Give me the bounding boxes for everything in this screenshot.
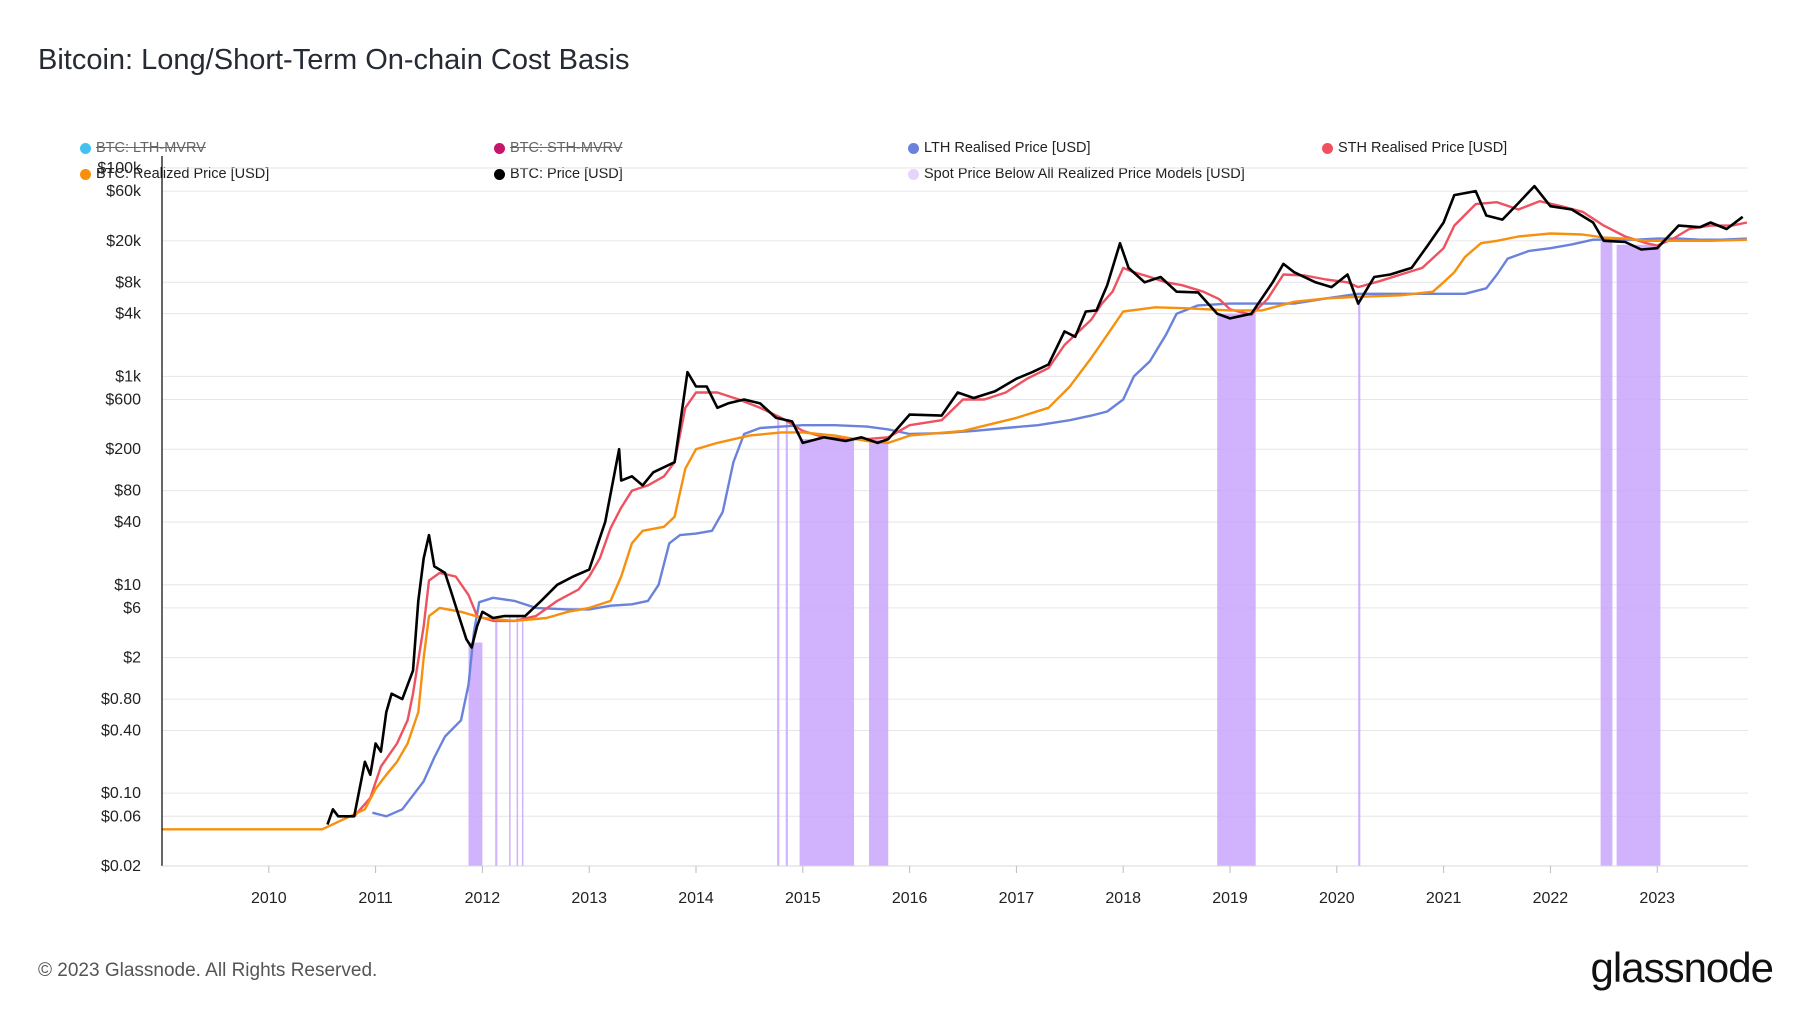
highlight-period (516, 616, 519, 866)
y-tick-label: $0.10 (101, 785, 141, 802)
legend: BTC: LTH-MVRV BTC: STH-MVRV LTH Realised… (0, 0, 1800, 200)
highlight-period (509, 616, 511, 866)
legend-label: BTC: Price [USD] (510, 166, 623, 182)
legend-dot-icon (494, 142, 505, 154)
highlight-period (869, 439, 889, 866)
legend-label: BTC: LTH-MVRV (96, 140, 206, 156)
series-line-btc-price-usd (326, 184, 1744, 825)
highlight-periods (468, 241, 1661, 867)
legend-dot-icon (1322, 142, 1333, 154)
series-line-lth-realised-price-usd (372, 237, 1747, 818)
x-tick-label: 2021 (1426, 890, 1462, 907)
y-tick-label: $20k (106, 233, 142, 250)
y-tick-label: $40 (114, 514, 141, 531)
glassnode-logo: glassnode (1590, 944, 1774, 991)
x-tick-label: 2020 (1319, 890, 1355, 907)
y-axis: $0.02 $0.06 $0.10 $0.40 $0.80 $2 $6 $10 $40 $80 $2… (97, 156, 163, 875)
x-tick-label: 2018 (1105, 890, 1141, 907)
x-tick-label: 2010 (251, 890, 287, 907)
x-tick-label: 2012 (465, 890, 501, 907)
legend-dot-icon (494, 168, 505, 180)
y-tick-label: $80 (114, 483, 141, 500)
legend-item-btc-price[interactable]: BTC: Price [USD] (494, 166, 623, 182)
legend-item-lth-realised-price[interactable]: LTH Realised Price [USD] (908, 140, 1091, 156)
legend-label: Spot Price Below All Realized Price Mode… (924, 166, 1245, 182)
y-tick-label: $1k (115, 368, 142, 385)
x-tick-label: 2019 (1212, 890, 1248, 907)
highlight-period (777, 418, 780, 866)
x-tick-label: 2023 (1639, 890, 1675, 907)
legend-label: LTH Realised Price [USD] (924, 140, 1091, 156)
legend-dot-icon (80, 168, 91, 180)
y-tick-label: $0.06 (101, 808, 141, 825)
legend-item-sth-mvrv[interactable]: BTC: STH-MVRV (494, 140, 623, 156)
x-tick-label: 2022 (1533, 890, 1569, 907)
chart-title: Bitcoin: Long/Short-Term On-chain Cost B… (38, 44, 630, 76)
legend-label: STH Realised Price [USD] (1338, 140, 1508, 156)
y-tick-label: $0.40 (101, 722, 141, 739)
y-tick-label: $10 (114, 577, 141, 594)
gridlines (162, 167, 1748, 867)
x-tick-label: 2014 (678, 890, 714, 907)
legend-dot-icon (908, 168, 919, 180)
y-tick-label: $0.80 (101, 691, 141, 708)
x-tick-label: 2011 (358, 890, 393, 907)
highlight-period (468, 642, 483, 866)
y-tick-label: $2 (123, 650, 141, 667)
y-tick-label: $60k (106, 183, 142, 200)
highlight-period (1616, 244, 1661, 867)
series-lines (162, 184, 1748, 831)
y-tick-label: $4k (115, 306, 142, 323)
y-tick-label: $100k (97, 160, 142, 177)
y-tick-label: $0.02 (101, 858, 141, 875)
legend-item-lth-mvrv[interactable]: BTC: LTH-MVRV (80, 140, 206, 156)
x-tick-label: 2013 (571, 890, 607, 907)
x-tick-label: 2017 (999, 890, 1035, 907)
legend-item-sth-realised-price[interactable]: STH Realised Price [USD] (1322, 140, 1507, 156)
legend-dot-icon (908, 142, 919, 154)
legend-label: BTC: Realized Price [USD] (96, 166, 270, 182)
legend-item-realized-price[interactable]: BTC: Realized Price [USD] (80, 166, 269, 182)
copyright-footer: © 2023 Glassnode. All Rights Reserved. (38, 960, 378, 981)
legend-item-spot-below-realized[interactable]: Spot Price Below All Realized Price Mode… (908, 166, 1245, 182)
legend-label: BTC: STH-MVRV (510, 140, 623, 156)
x-axis: 2010 2011 2012 2013 2014 2015 2016 2017 2018 2019… (162, 865, 1748, 907)
highlight-period (521, 616, 524, 866)
highlight-period (1358, 303, 1361, 866)
x-tick-label: 2016 (892, 890, 928, 907)
x-tick-label: 2015 (785, 890, 821, 907)
highlight-period (495, 617, 498, 866)
y-tick-label: $8k (115, 274, 142, 291)
highlight-period (1600, 241, 1613, 866)
highlight-period (1217, 313, 1256, 866)
y-tick-label: $600 (105, 392, 141, 409)
highlight-period (785, 420, 788, 866)
series-line-sth-realised-price-usd (353, 200, 1748, 818)
legend-dot-icon (80, 142, 91, 154)
highlight-period (799, 439, 855, 866)
y-tick-label: $6 (123, 600, 141, 617)
y-tick-label: $200 (105, 441, 141, 458)
